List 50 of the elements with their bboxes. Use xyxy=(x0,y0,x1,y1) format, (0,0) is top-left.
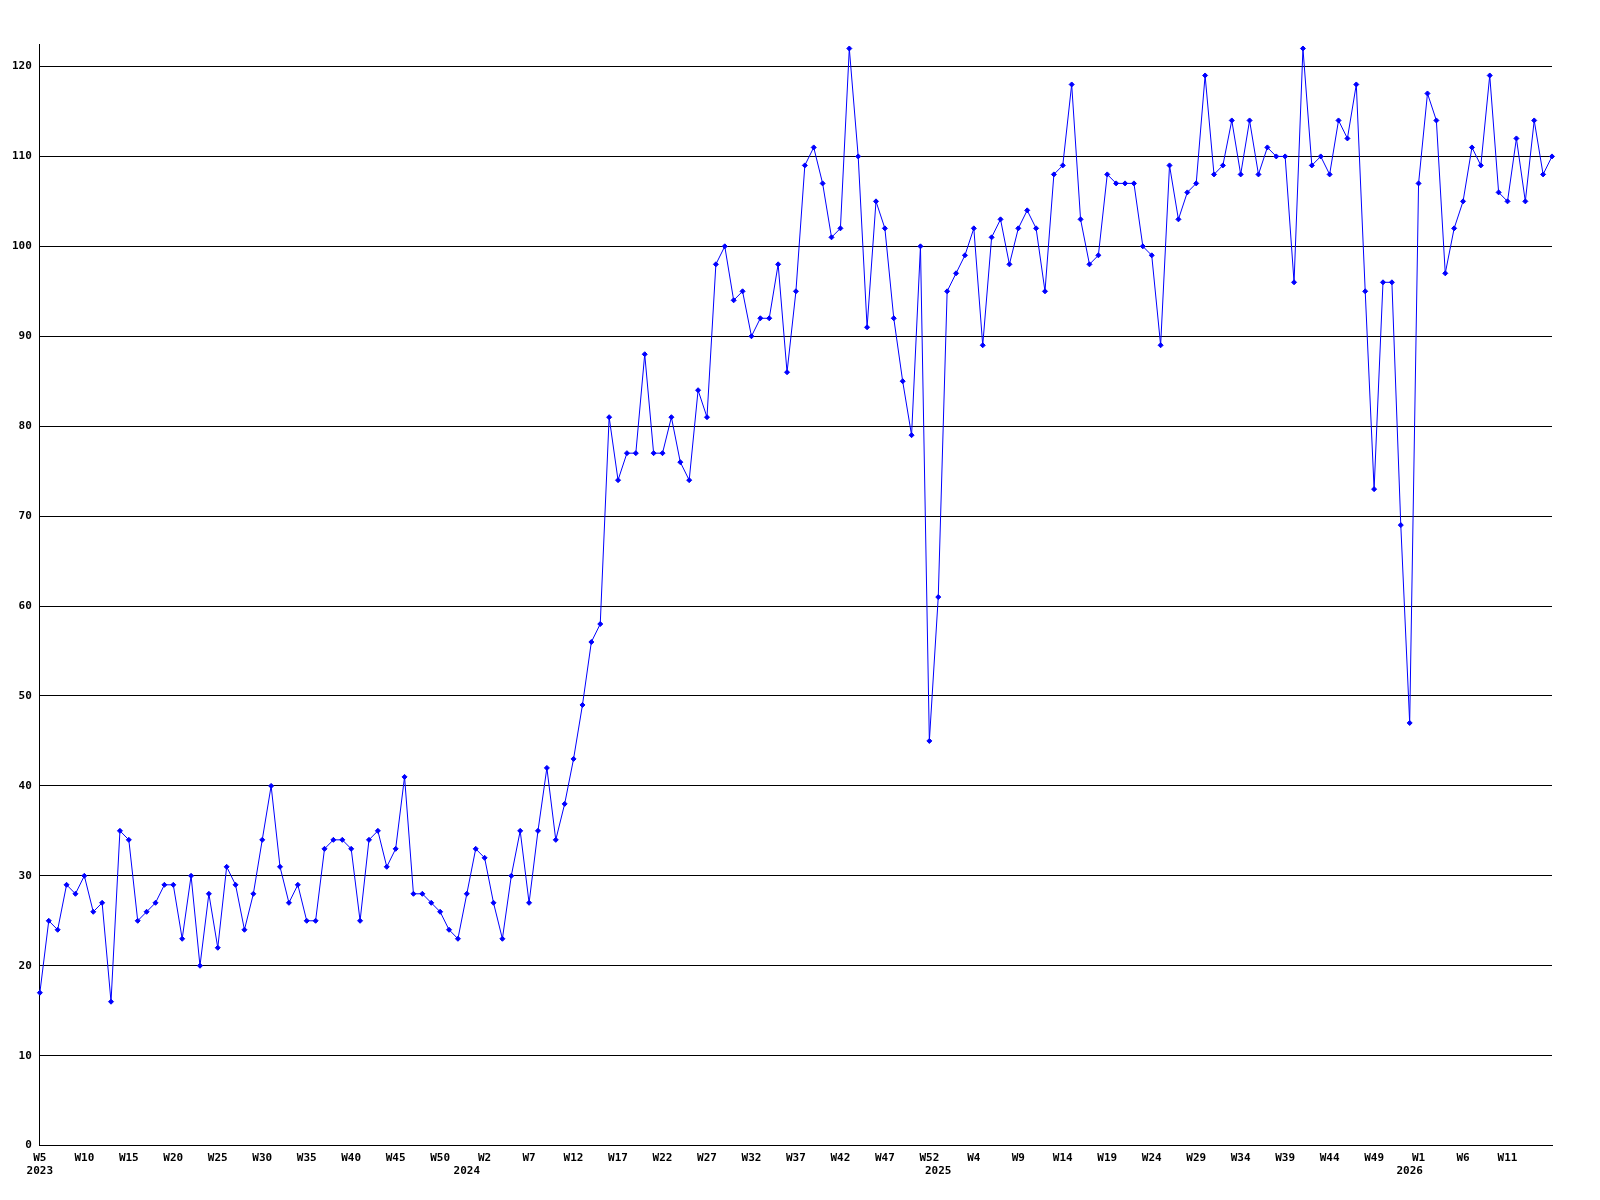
x-tick-label: W5 2023 xyxy=(26,1151,54,1178)
x-tick-label: W6 xyxy=(1456,1151,1471,1165)
y-tick-label: 10 xyxy=(18,1048,32,1062)
x-tick-label: W1 xyxy=(1411,1151,1426,1165)
x-tick-label: W2 xyxy=(477,1151,492,1165)
y-tick-label: 0 xyxy=(25,1138,32,1152)
x-tick-label: W29 xyxy=(1186,1151,1207,1165)
x-tick-label: W4 xyxy=(967,1151,981,1165)
x-tick-label: W44 xyxy=(1319,1151,1340,1165)
x-tick-label: 2026 xyxy=(1396,1164,1424,1178)
y-tick-label: 70 xyxy=(18,508,32,522)
x-tick-label: W24 xyxy=(1141,1151,1163,1165)
x-tick-label: W9 xyxy=(1011,1151,1025,1165)
x-tick-label: W30 xyxy=(252,1151,273,1165)
x-tick-label: W10 xyxy=(74,1151,95,1165)
x-tick-label: W50 xyxy=(430,1151,451,1165)
x-tick-label: 2025 xyxy=(925,1164,952,1178)
x-tick-label: W34 xyxy=(1230,1151,1251,1165)
x-tick-label: W49 xyxy=(1364,1151,1385,1165)
x-tick-label: W37 xyxy=(786,1151,806,1165)
x-tick-label: W25 xyxy=(207,1151,228,1165)
y-tick-label: 110 xyxy=(11,149,32,163)
x-tick-label: W14 xyxy=(1052,1151,1074,1165)
y-tick-label: 40 xyxy=(18,778,32,792)
y-tick-label: 30 xyxy=(18,868,32,882)
y-tick-label: 20 xyxy=(18,958,32,972)
x-tick-label: W17 xyxy=(608,1151,628,1165)
x-tick-label: W35 xyxy=(296,1151,317,1165)
x-tick-label: W47 xyxy=(874,1151,895,1165)
x-tick-label: W19 xyxy=(1097,1151,1118,1165)
y-tick-label: 120 xyxy=(11,59,32,73)
x-tick-label: W52 xyxy=(919,1151,940,1165)
x-tick-label: W15 xyxy=(118,1151,139,1165)
y-tick-label: 60 xyxy=(18,598,32,612)
y-tick-label: 90 xyxy=(18,329,32,343)
y-tick-label: 50 xyxy=(18,688,32,702)
x-tick-label: W40 xyxy=(341,1151,362,1165)
x-tick-label: W45 xyxy=(385,1151,406,1165)
x-tick-label: W22 xyxy=(652,1151,673,1165)
y-tick-label: 100 xyxy=(11,239,32,253)
y-tick-label: 80 xyxy=(18,419,32,433)
x-tick-label: W42 xyxy=(830,1151,851,1165)
x-tick-label: W12 xyxy=(563,1151,584,1165)
x-tick-label: W27 xyxy=(697,1151,717,1165)
x-tick-label: W11 xyxy=(1497,1151,1518,1165)
x-tick-label: 2024 xyxy=(453,1164,481,1178)
x-tick-label: W7 xyxy=(522,1151,536,1165)
x-tick-label: W32 xyxy=(741,1151,762,1165)
x-tick-label: W39 xyxy=(1275,1151,1296,1165)
x-tick-label: W20 xyxy=(163,1151,184,1165)
